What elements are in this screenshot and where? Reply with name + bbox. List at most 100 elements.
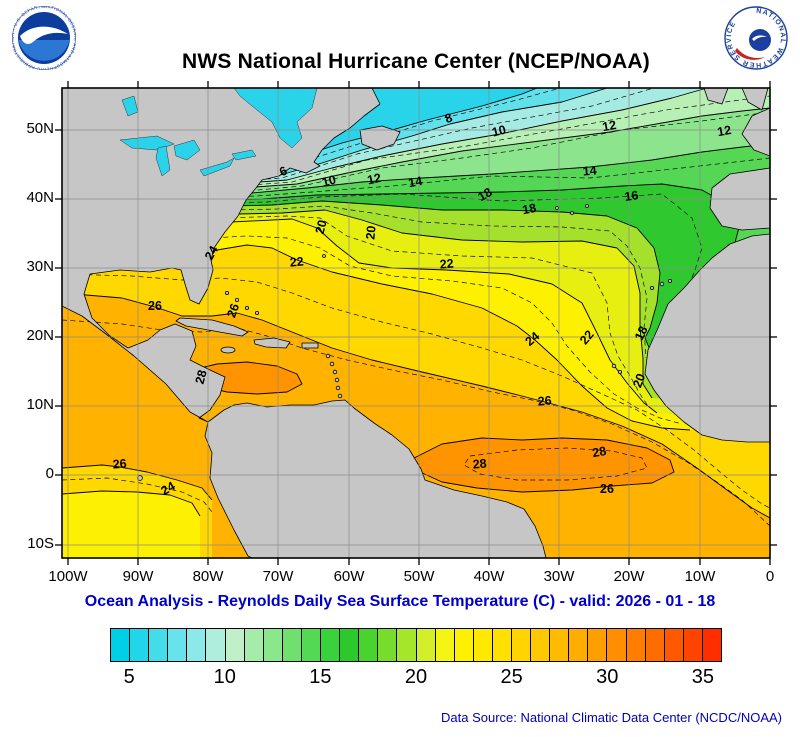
lat-tick-label: 10N [26, 396, 54, 413]
jamaica [220, 346, 236, 354]
colorbar-segment [263, 629, 283, 661]
colorbar-segment [664, 629, 684, 661]
lon-tick-label: 100W [48, 568, 88, 585]
contour-label: 20 [363, 225, 378, 240]
colorbar-segment [244, 629, 264, 661]
contour-label: 28 [591, 444, 607, 460]
lon-tick-label: 70W [262, 568, 294, 585]
lake-michigan [155, 145, 171, 177]
contour-label: 12 [716, 123, 732, 139]
sst-map: 8 10 12 12 6 10 12 14 14 16 18 18 20 20 22 22 24 26 26 28 24… [54, 80, 778, 566]
lon-tick-label: 90W [122, 568, 154, 585]
colorbar-segment [206, 629, 226, 661]
lon-tick-label: 60W [333, 568, 365, 585]
lon-tick-label: 80W [192, 568, 224, 585]
contour-label: 12 [601, 118, 617, 134]
lat-tick-label: 30N [26, 258, 54, 275]
colorbar-segment [416, 629, 436, 661]
lat-tick-label: 20N [26, 327, 54, 344]
colorbar-segment [340, 629, 360, 661]
contour-label: 22 [289, 254, 304, 269]
nws-red-swoosh-icon [735, 48, 765, 60]
contour-label: 26 [148, 299, 162, 313]
nws-logo: NATIONAL WEATHER SERVICE [724, 6, 788, 70]
lat-tick-label: 10S [27, 535, 54, 552]
colorbar-segment [492, 629, 512, 661]
colorbar-segment [397, 629, 417, 661]
map-caption: Ocean Analysis - Reynolds Daily Sea Surf… [84, 593, 716, 610]
contour-label: 20 [313, 218, 330, 235]
contour-label: 10 [320, 173, 337, 190]
colorbar-segment [683, 629, 703, 661]
map-frame [61, 87, 771, 559]
colorbar-tick-label: 20 [404, 666, 428, 688]
colorbar-tick-label: 10 [213, 666, 236, 688]
noaa-globe-lower [18, 40, 70, 61]
colorbar-segment [282, 629, 302, 661]
colorbar-tick-label: 30 [596, 666, 619, 688]
nws-gull-icon [752, 35, 767, 41]
lake-ontario [231, 149, 257, 161]
contour-label: 28 [193, 368, 210, 385]
newfoundland [359, 125, 401, 151]
contour-label: 12 [366, 171, 383, 188]
contour-label: 14 [582, 163, 597, 178]
colorbar-segment [569, 629, 589, 661]
colorbar-segment [225, 629, 245, 661]
temperature-colorbar [110, 628, 722, 662]
north-america [61, 87, 381, 423]
lesser-antilles-islands [325, 353, 343, 399]
puerto-rico [301, 342, 319, 349]
inland-water [119, 87, 318, 177]
colorbar-segment [531, 629, 551, 661]
bahamas-islands [224, 290, 259, 315]
noaa-logo-art: NATIONAL OCEANIC AND ATMOSPHERIC ADMINIS… [10, 2, 77, 72]
cuba [175, 317, 249, 337]
colorbar-segment [359, 629, 379, 661]
contour-label: 26 [224, 302, 242, 320]
page-title: NWS National Hurricane Center (NCEP/NOAA… [182, 50, 650, 73]
colorbar-segment [149, 629, 169, 661]
lon-tick-label: 10W [684, 568, 716, 585]
colorbar-segment [454, 629, 474, 661]
lat-tick-label: 0 [45, 465, 54, 482]
galapagos [137, 475, 143, 481]
contour-label: 18 [632, 324, 651, 343]
contour-label: 28 [472, 456, 487, 471]
contour-label: 16 [624, 188, 640, 204]
colorbar-segment [301, 629, 322, 661]
colorbar-segment [607, 629, 627, 661]
colorbar-segment [378, 629, 398, 661]
south-america [204, 399, 547, 559]
colorbar-tick-label: 5 [123, 666, 135, 688]
nws-globe-icon [749, 29, 771, 51]
contour-label: 10 [490, 123, 507, 140]
lon-tick-label: 0 [765, 568, 775, 585]
colorbar-tick-label: 35 [691, 666, 714, 688]
noaa-logo: NATIONAL OCEANIC AND ATMOSPHERIC ADMINIS… [10, 2, 77, 72]
contour-label: 22 [439, 256, 454, 271]
lon-tick-label: 30W [543, 568, 575, 585]
colorbar-segment [321, 629, 341, 661]
colorbar-tick-labels: 5 10 15 20 25 30 35 [110, 666, 722, 692]
lat-tick-label: 50N [26, 120, 54, 137]
landmasses [61, 87, 771, 559]
colorbar-segment [645, 629, 665, 661]
noaa-gull-icon [20, 26, 68, 45]
colorbar-segment [511, 629, 532, 661]
lat-tick-label: 40N [26, 189, 54, 206]
colorbar-tick-label: 15 [309, 666, 332, 688]
nws-logo-art: NATIONAL WEATHER SERVICE [724, 6, 788, 70]
colorbar-segment [435, 629, 455, 661]
colorbar-segment [111, 629, 131, 661]
data-source: Data Source: National Climatic Data Cent… [441, 710, 782, 725]
colorbar-tick-label: 25 [500, 666, 523, 688]
contour-label: 24 [158, 479, 177, 498]
colorbar-segment [588, 629, 608, 661]
contour-label: 14 [407, 174, 423, 190]
colorbar-segment [187, 629, 207, 661]
colorbar-segment [702, 629, 721, 661]
